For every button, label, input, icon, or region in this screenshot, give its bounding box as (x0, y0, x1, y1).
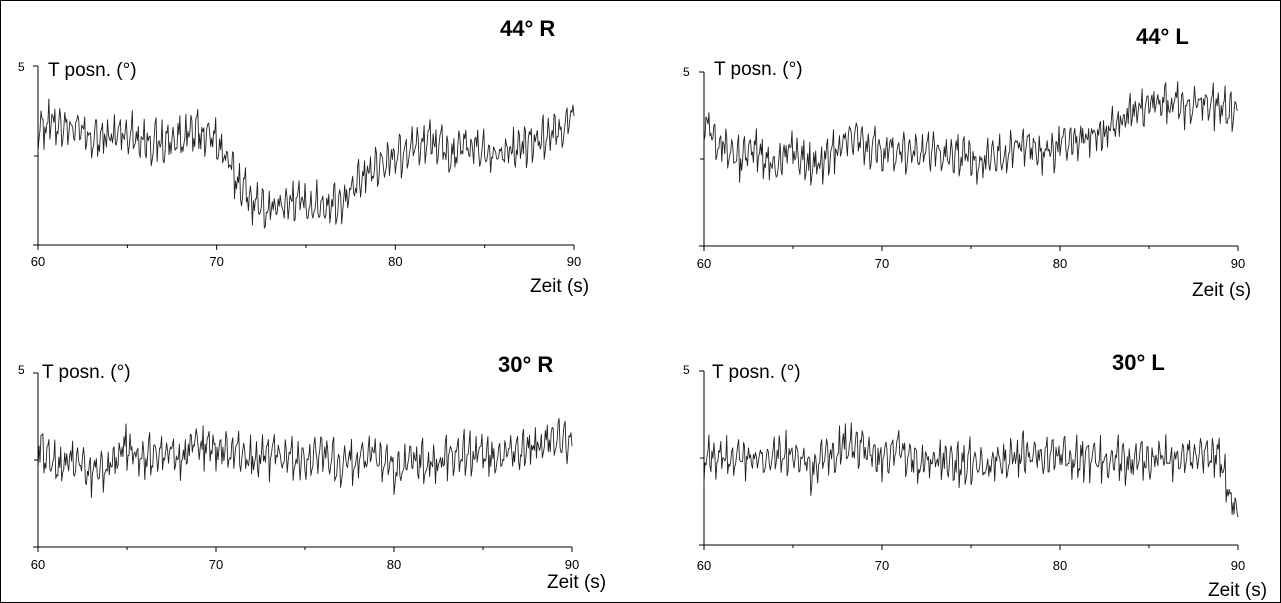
x-tick-label: 90 (1231, 558, 1245, 573)
x-tick-label: 80 (1053, 256, 1067, 271)
x-axis-label: Zeit (s) (530, 276, 589, 297)
x-tick-label: 80 (1053, 558, 1067, 573)
y-axis-label: T posn. (°) (48, 60, 137, 81)
y-tick-label: 5 (683, 65, 690, 79)
x-axis-label: Zeit (s) (1192, 280, 1251, 301)
series-line (703, 81, 1239, 186)
x-tick-label: 70 (209, 557, 223, 572)
x-tick-label: 70 (875, 558, 889, 573)
x-tick-label: 80 (387, 557, 401, 572)
x-tick-label: 60 (31, 557, 45, 572)
y-axis-label: T posn. (°) (42, 362, 131, 383)
chart-panel-1: 5 60 70 80 90 44° R T posn. (°) Zeit (s) (18, 16, 589, 297)
x-tick-label: 80 (388, 254, 402, 269)
y-tick-label: 5 (18, 60, 25, 74)
x-tick-label: 60 (697, 256, 711, 271)
x-tick-label: 90 (567, 254, 581, 269)
panel-title: 30° R (498, 352, 553, 377)
panel-title: 44° L (1136, 24, 1189, 49)
y-axis-label: T posn. (°) (714, 59, 803, 80)
y-tick-label: 5 (683, 363, 690, 377)
x-tick-label: 90 (565, 557, 579, 572)
x-axis-label: Zeit (s) (1208, 580, 1267, 601)
chart-panel-3: 5 60 70 80 90 30° R T posn. (°) Zeit (s) (18, 352, 606, 593)
x-tick-label: 60 (697, 558, 711, 573)
series-line (703, 422, 1239, 518)
x-axis-label: Zeit (s) (547, 572, 606, 593)
panel-title: 44° R (500, 16, 555, 41)
x-tick-label: 60 (31, 254, 45, 269)
x-tick-label: 70 (875, 256, 889, 271)
chart-panel-2: 5 60 70 80 90 44° L T posn. (°) Zeit (s) (683, 24, 1251, 301)
y-axis-label: T posn. (°) (712, 362, 801, 383)
series-line (37, 98, 575, 229)
chart-panel-4: 5 60 70 80 90 30° L T posn. (°) Zeit (s) (683, 350, 1267, 601)
x-tick-label: 90 (1231, 256, 1245, 271)
series-line (37, 418, 573, 498)
panel-title: 30° L (1112, 350, 1165, 375)
x-tick-label: 70 (209, 254, 223, 269)
y-tick-label: 5 (18, 363, 25, 377)
